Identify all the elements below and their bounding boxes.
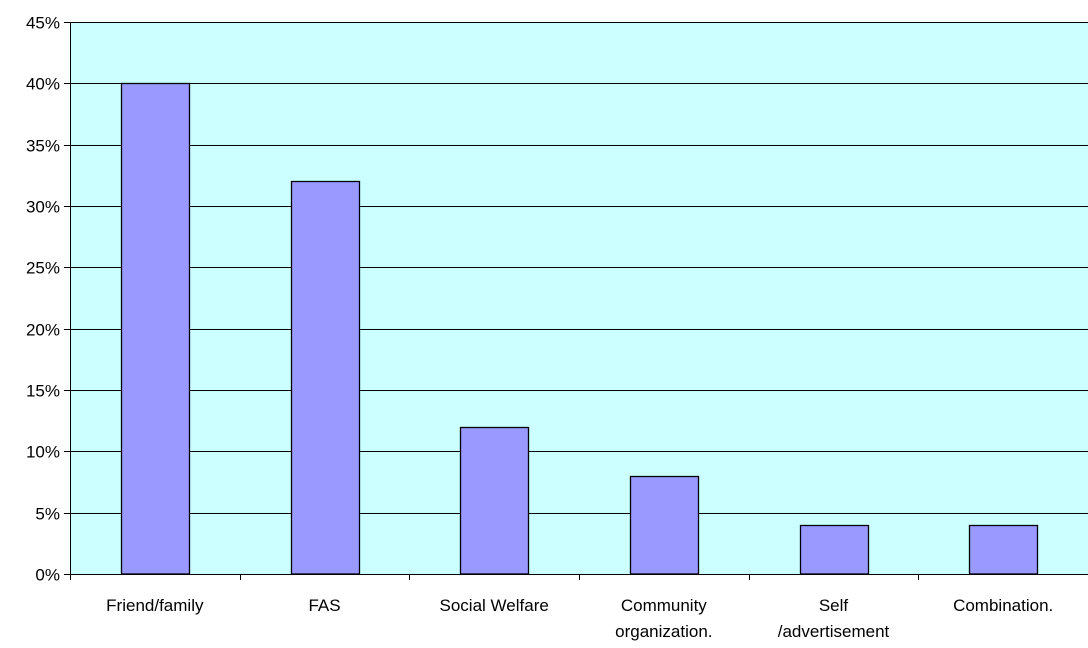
plot-area bbox=[70, 22, 1088, 574]
y-tick-label: 10% bbox=[26, 443, 60, 462]
y-tick-label: 35% bbox=[26, 137, 60, 156]
bar bbox=[799, 524, 870, 575]
x-tick-label-line: FAS bbox=[308, 596, 340, 615]
x-tick-label-line: Self bbox=[819, 596, 849, 615]
bar bbox=[968, 524, 1039, 575]
y-tick-label: 45% bbox=[26, 14, 60, 33]
x-tick-label-line: organization. bbox=[615, 622, 712, 641]
y-tick-label: 20% bbox=[26, 321, 60, 340]
x-tick-label-line: Social Welfare bbox=[440, 596, 549, 615]
bar bbox=[629, 475, 700, 575]
x-tick-label: Friend/family bbox=[106, 596, 204, 615]
y-tick-label: 40% bbox=[26, 75, 60, 94]
x-tick-label: Community organization. bbox=[615, 596, 712, 641]
bar bbox=[120, 82, 191, 575]
x-tick-label: Combination. bbox=[953, 596, 1053, 615]
y-tick-label: 30% bbox=[26, 198, 60, 217]
x-tick-label: Self/advertisement bbox=[778, 596, 890, 641]
y-axis-ticks: 0% 5% 10% 15% 20% 25% 30% 35% 40% 45% bbox=[26, 14, 70, 585]
x-tick-label-line: Community bbox=[621, 596, 707, 615]
x-tick-label: Social Welfare bbox=[440, 596, 549, 615]
bars bbox=[120, 82, 1039, 575]
x-tick-label: FAS bbox=[308, 596, 340, 615]
y-tick-label: 25% bbox=[26, 259, 60, 278]
gridlines bbox=[70, 22, 1088, 514]
y-tick-label: 5% bbox=[35, 505, 60, 524]
x-axis-ticks: Friend/family FAS Social Welfare Community o… bbox=[70, 574, 1053, 641]
x-tick-label-line: /advertisement bbox=[778, 622, 890, 641]
y-tick-label: 15% bbox=[26, 382, 60, 401]
x-tick-label-line: Combination. bbox=[953, 596, 1053, 615]
bar bbox=[459, 426, 530, 575]
bar bbox=[290, 180, 361, 575]
y-tick-label: 0% bbox=[35, 566, 60, 585]
x-tick-label-line: Friend/family bbox=[106, 596, 204, 615]
